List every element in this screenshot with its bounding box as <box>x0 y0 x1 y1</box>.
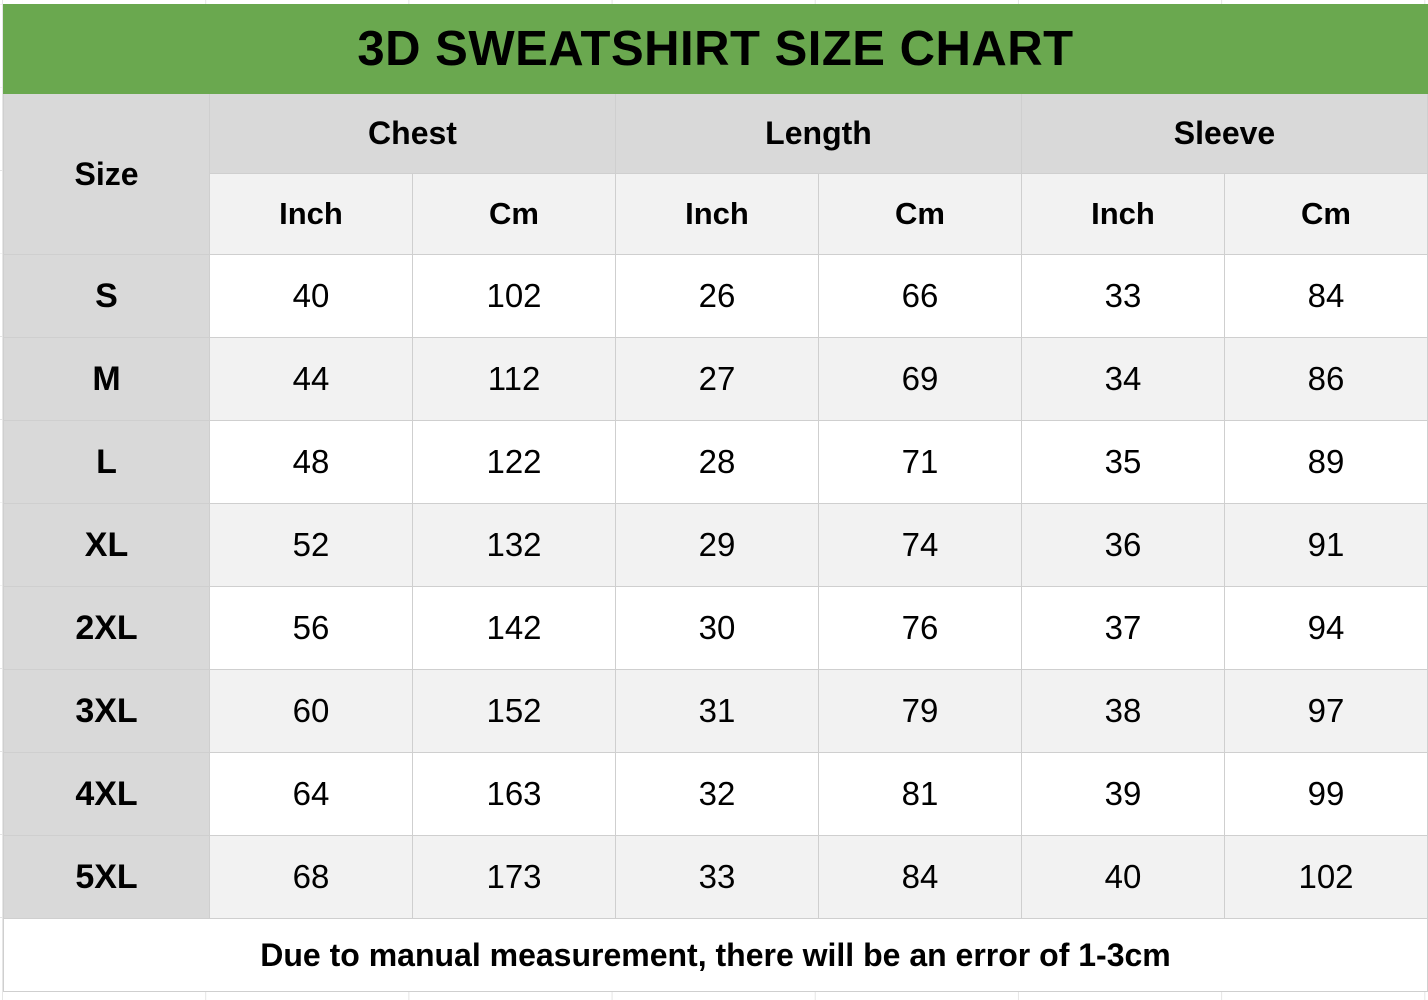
cell-length-cm: 76 <box>818 586 1022 670</box>
table-row: L 48 122 28 71 35 89 <box>3 420 1428 504</box>
table-row: 2XL 56 142 30 76 37 94 <box>3 586 1428 670</box>
cell-length-inch: 32 <box>615 752 819 836</box>
cell-sleeve-cm: 99 <box>1224 752 1428 836</box>
cell-chest-inch: 48 <box>209 420 413 504</box>
cell-sleeve-inch: 39 <box>1021 752 1225 836</box>
row-size-label: S <box>3 254 210 338</box>
cell-length-cm: 71 <box>818 420 1022 504</box>
table-row: XL 52 132 29 74 36 91 <box>3 503 1428 587</box>
measurement-disclaimer: Due to manual measurement, there will be… <box>3 918 1428 992</box>
row-size-label: 3XL <box>3 669 210 753</box>
cell-chest-cm: 173 <box>412 835 616 919</box>
cell-chest-inch: 60 <box>209 669 413 753</box>
cell-sleeve-inch: 36 <box>1021 503 1225 587</box>
cell-length-inch: 26 <box>615 254 819 338</box>
cell-chest-cm: 142 <box>412 586 616 670</box>
cell-length-inch: 33 <box>615 835 819 919</box>
row-size-label: XL <box>3 503 210 587</box>
cell-sleeve-inch: 35 <box>1021 420 1225 504</box>
header-group-chest: Chest <box>209 93 616 174</box>
cell-sleeve-cm: 97 <box>1224 669 1428 753</box>
row-size-label: 5XL <box>3 835 210 919</box>
cell-chest-inch: 68 <box>209 835 413 919</box>
cell-length-inch: 28 <box>615 420 819 504</box>
table-row: 5XL 68 173 33 84 40 102 <box>3 835 1428 919</box>
cell-chest-cm: 163 <box>412 752 616 836</box>
header-unit-chest-cm: Cm <box>412 173 616 255</box>
cell-chest-inch: 44 <box>209 337 413 421</box>
cell-length-cm: 79 <box>818 669 1022 753</box>
cell-chest-inch: 64 <box>209 752 413 836</box>
header-unit-sleeve-cm: Cm <box>1224 173 1428 255</box>
header-group-row: Size Chest Length Sleeve <box>3 93 1428 255</box>
cell-chest-cm: 102 <box>412 254 616 338</box>
cell-length-inch: 31 <box>615 669 819 753</box>
cell-sleeve-inch: 38 <box>1021 669 1225 753</box>
cell-length-cm: 74 <box>818 503 1022 587</box>
header-unit-sleeve-inch: Inch <box>1021 173 1225 255</box>
cell-sleeve-inch: 37 <box>1021 586 1225 670</box>
cell-length-cm: 66 <box>818 254 1022 338</box>
table-row: 3XL 60 152 31 79 38 97 <box>3 669 1428 753</box>
cell-sleeve-cm: 102 <box>1224 835 1428 919</box>
cell-length-cm: 81 <box>818 752 1022 836</box>
header-unit-length-inch: Inch <box>615 173 819 255</box>
title-row: 3D SWEATSHIRT SIZE CHART <box>3 4 1428 94</box>
table-row: S 40 102 26 66 33 84 <box>3 254 1428 338</box>
chart-title: 3D SWEATSHIRT SIZE CHART <box>3 4 1428 94</box>
row-size-label: L <box>3 420 210 504</box>
header-group-sleeve: Sleeve <box>1021 93 1428 174</box>
cell-chest-cm: 112 <box>412 337 616 421</box>
header-unit-length-cm: Cm <box>818 173 1022 255</box>
row-size-label: M <box>3 337 210 421</box>
cell-sleeve-cm: 94 <box>1224 586 1428 670</box>
cell-sleeve-inch: 34 <box>1021 337 1225 421</box>
header-size: Size <box>3 93 210 255</box>
header-unit-row: Inch Cm Inch Cm Inch Cm <box>4 173 1428 255</box>
cell-length-inch: 27 <box>615 337 819 421</box>
cell-chest-cm: 152 <box>412 669 616 753</box>
cell-sleeve-inch: 40 <box>1021 835 1225 919</box>
cell-sleeve-cm: 86 <box>1224 337 1428 421</box>
cell-sleeve-cm: 84 <box>1224 254 1428 338</box>
cell-chest-inch: 52 <box>209 503 413 587</box>
size-chart-table: 3D SWEATSHIRT SIZE CHART Size Chest Leng… <box>3 4 1428 992</box>
cell-chest-inch: 40 <box>209 254 413 338</box>
cell-length-inch: 30 <box>615 586 819 670</box>
footer-note-row: Due to manual measurement, there will be… <box>3 918 1428 992</box>
cell-sleeve-inch: 33 <box>1021 254 1225 338</box>
cell-chest-cm: 132 <box>412 503 616 587</box>
size-chart-container: 3D SWEATSHIRT SIZE CHART Size Chest Leng… <box>3 4 1428 992</box>
header-unit-chest-inch: Inch <box>209 173 413 255</box>
table-row: M 44 112 27 69 34 86 <box>3 337 1428 421</box>
cell-chest-inch: 56 <box>209 586 413 670</box>
cell-sleeve-cm: 91 <box>1224 503 1428 587</box>
row-size-label: 2XL <box>3 586 210 670</box>
row-size-label: 4XL <box>3 752 210 836</box>
cell-length-cm: 84 <box>818 835 1022 919</box>
cell-chest-cm: 122 <box>412 420 616 504</box>
cell-length-cm: 69 <box>818 337 1022 421</box>
cell-length-inch: 29 <box>615 503 819 587</box>
table-row: 4XL 64 163 32 81 39 99 <box>3 752 1428 836</box>
header-group-length: Length <box>615 93 1022 174</box>
cell-sleeve-cm: 89 <box>1224 420 1428 504</box>
